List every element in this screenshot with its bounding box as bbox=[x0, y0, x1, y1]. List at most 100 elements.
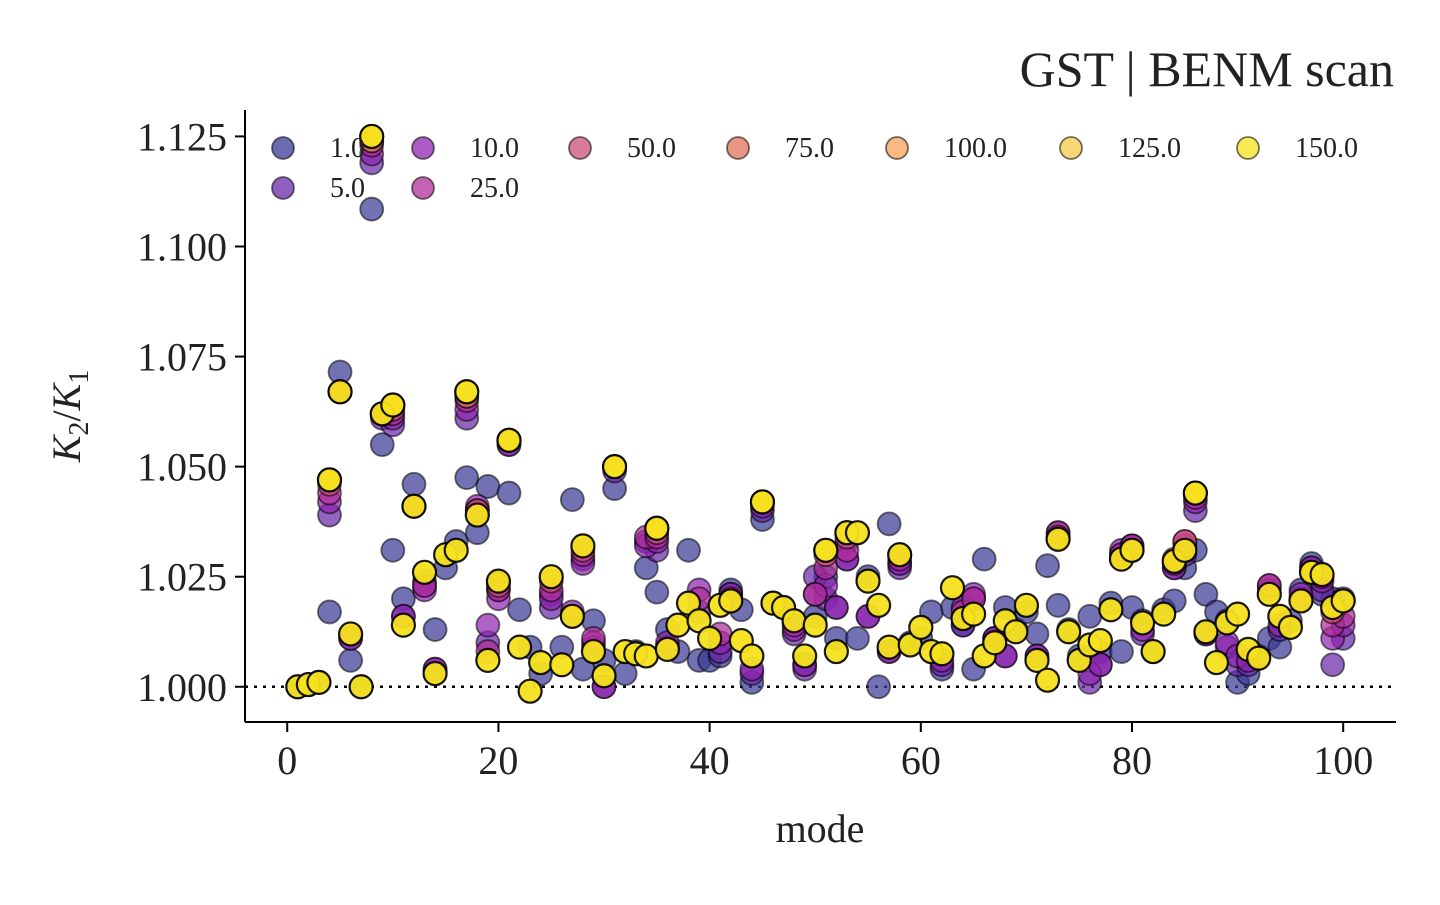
scatter-point bbox=[1203, 649, 1230, 676]
y-label-k2-base: K bbox=[44, 433, 89, 463]
scatter-point bbox=[517, 678, 543, 704]
scatter-point bbox=[422, 660, 448, 687]
legend-marker bbox=[271, 176, 295, 200]
scatter-point bbox=[644, 515, 670, 541]
scatter-point bbox=[380, 392, 406, 418]
scatter-point bbox=[1035, 553, 1060, 579]
scatter-point bbox=[475, 647, 501, 673]
scatter-point bbox=[464, 502, 490, 528]
legend-label: 5.0 bbox=[330, 173, 365, 204]
scatter-point bbox=[422, 617, 448, 642]
scatter-point bbox=[887, 542, 913, 568]
scatter-point bbox=[1098, 597, 1124, 623]
scatter-point bbox=[961, 601, 987, 627]
x-tick-label: 60 bbox=[901, 738, 941, 783]
scatter-point bbox=[1129, 610, 1156, 636]
scatter-point bbox=[845, 625, 870, 651]
legend-item-125.0: 125.0 bbox=[1059, 133, 1181, 164]
scatter-point bbox=[359, 196, 385, 222]
legend-marker bbox=[411, 136, 435, 160]
scatter-point bbox=[549, 652, 575, 678]
scatter-point bbox=[559, 603, 585, 629]
y-label-k1-sub: 1 bbox=[64, 370, 95, 384]
legend-item-50.0: 50.0 bbox=[568, 133, 676, 164]
scatter-point bbox=[982, 630, 1008, 656]
y-tick-label: 1.125 bbox=[137, 114, 227, 159]
scatter-point bbox=[559, 487, 585, 513]
y-label-k2-sub: 2 bbox=[64, 422, 95, 436]
scatter-point bbox=[633, 643, 659, 669]
scatter-point bbox=[475, 612, 501, 638]
scatter-point bbox=[496, 480, 522, 506]
scatter-point bbox=[1225, 601, 1251, 627]
legend-item-10.0: 10.0 bbox=[411, 133, 519, 164]
legend-label: 50.0 bbox=[627, 133, 676, 164]
scatter-point bbox=[939, 575, 966, 601]
y-tick-label: 1.025 bbox=[137, 555, 227, 600]
y-tick-label: 1.050 bbox=[137, 445, 227, 490]
scatter-point bbox=[601, 454, 628, 480]
scatter-point bbox=[1045, 592, 1071, 618]
legend-marker bbox=[885, 136, 909, 160]
legend-label: 10.0 bbox=[470, 133, 519, 164]
scatter-point bbox=[1193, 619, 1219, 645]
y-tick-label: 1.000 bbox=[137, 665, 227, 710]
y-label-slash: / bbox=[44, 410, 89, 422]
scatter-point bbox=[380, 537, 406, 563]
scatter-point bbox=[781, 608, 807, 634]
chart-title: GST | BENM scan bbox=[1020, 41, 1394, 97]
scatter-point bbox=[697, 625, 723, 651]
y-tick-label: 1.075 bbox=[137, 335, 227, 380]
scatter-point bbox=[327, 379, 353, 405]
scatter-point bbox=[855, 568, 881, 594]
scatter-point bbox=[866, 674, 891, 700]
scatter-point bbox=[1013, 592, 1040, 618]
scatter-point bbox=[802, 581, 828, 607]
x-tick-label: 100 bbox=[1313, 738, 1373, 783]
plot-area bbox=[245, 123, 1396, 704]
scatter-point bbox=[411, 559, 438, 585]
scatter-point bbox=[506, 634, 533, 660]
scatter-point bbox=[1056, 619, 1082, 645]
scatter-point bbox=[1277, 614, 1304, 640]
scatter-point bbox=[718, 588, 744, 614]
scatter-point bbox=[644, 579, 670, 605]
legend-marker bbox=[1236, 136, 1260, 160]
scatter-point bbox=[676, 537, 701, 563]
series-125.0 bbox=[317, 124, 1208, 541]
scatter-point bbox=[1034, 667, 1061, 693]
legend-item-5.0: 5.0 bbox=[271, 173, 365, 204]
scatter-point bbox=[1182, 480, 1208, 506]
scatter-point bbox=[485, 568, 512, 594]
legend-item-25.0: 25.0 bbox=[411, 173, 519, 204]
axes: 0 20 40 60 80 100 1.0001.0251.0501.0751.1001.… bbox=[137, 110, 1396, 783]
y-label-k1-base: K bbox=[44, 381, 89, 411]
scatter-point bbox=[929, 641, 955, 667]
scatter-point bbox=[454, 379, 480, 405]
scatter-point bbox=[1172, 537, 1198, 563]
scatter-point bbox=[1309, 561, 1335, 588]
scatter-point bbox=[739, 643, 765, 669]
scatter-point bbox=[454, 465, 480, 491]
scatter-point bbox=[749, 489, 776, 515]
legend-label: 100.0 bbox=[944, 133, 1007, 164]
x-tick-label: 40 bbox=[690, 738, 730, 783]
scatter-point bbox=[1256, 581, 1282, 607]
scatter-point bbox=[844, 520, 871, 546]
scatter-point bbox=[338, 647, 363, 673]
scatter-point bbox=[390, 612, 416, 638]
legend-marker bbox=[726, 136, 750, 160]
x-tick-label: 20 bbox=[478, 738, 518, 783]
scatter-point bbox=[1087, 627, 1113, 654]
scatter-point bbox=[876, 634, 902, 660]
scatter-point bbox=[359, 123, 385, 150]
scatter-point bbox=[538, 564, 564, 590]
x-tick-label: 0 bbox=[277, 738, 297, 783]
scatter-point bbox=[1320, 652, 1346, 678]
legend-label: 1.0 bbox=[330, 133, 365, 164]
legend: 1.0 10.0 50.0 75.0 100.0 125.0 150.0 5.0 25.0 bbox=[271, 133, 1358, 204]
scatter-point bbox=[496, 427, 522, 453]
scatter-point bbox=[1024, 621, 1050, 647]
scatter-point bbox=[1119, 537, 1145, 563]
